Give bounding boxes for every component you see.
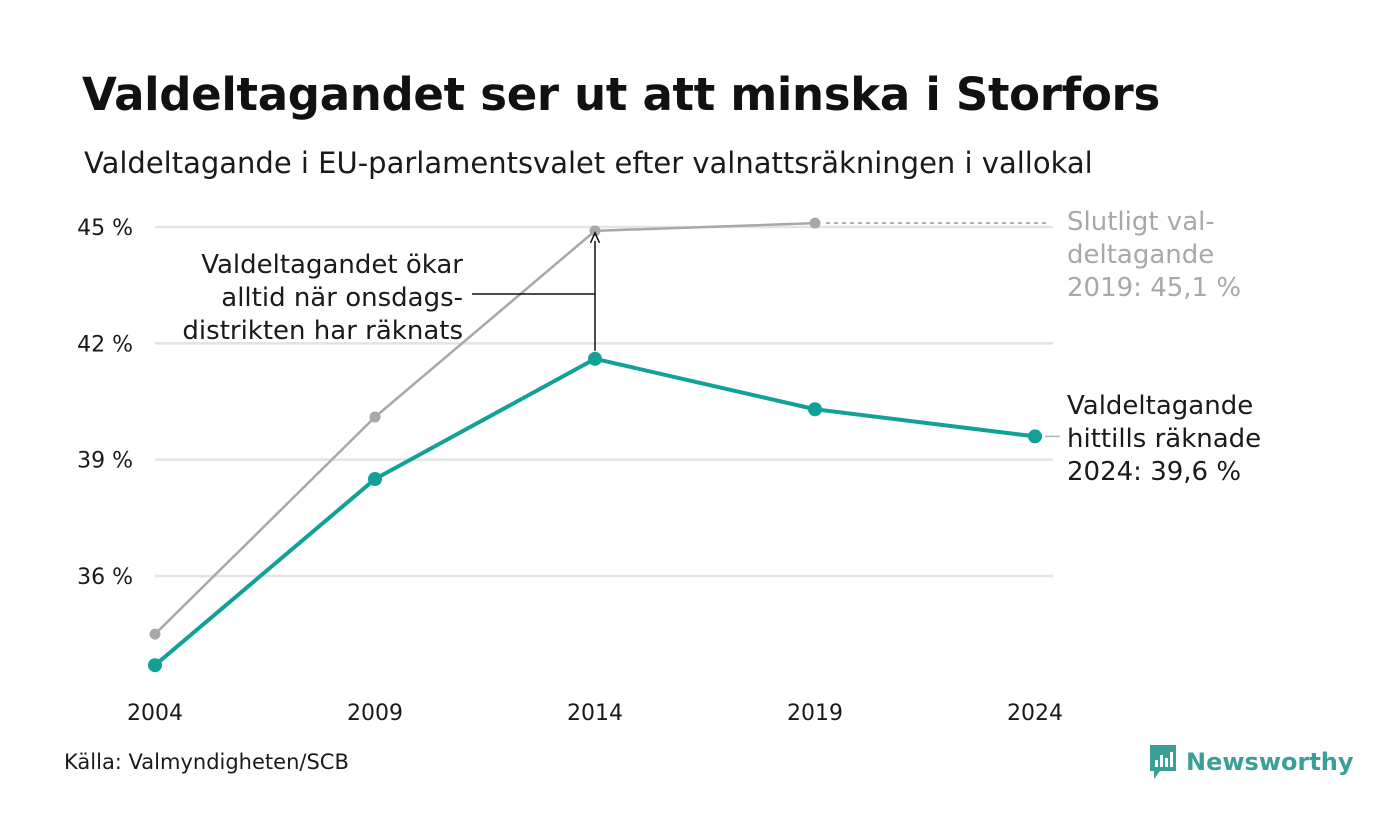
data-point-final xyxy=(589,225,601,237)
annotation-line: hittills räknade xyxy=(1067,424,1261,454)
x-axis-ticks: 2004 2009 2014 2019 2024 xyxy=(127,701,1063,726)
gap-arrow-head xyxy=(589,231,601,244)
annotation-line: distrikten har räknats xyxy=(182,316,463,346)
annotation-line: Valdeltagandet ökar xyxy=(201,250,463,280)
annotation-line: 2024: 39,6 % xyxy=(1067,457,1241,487)
data-point-final xyxy=(809,217,821,229)
annotation-line: Valdeltagande xyxy=(1067,391,1253,421)
data-point-counted xyxy=(368,472,382,487)
annotation-line: Slutligt val- xyxy=(1067,207,1215,237)
final-value-annotation: Slutligt val-deltagande 2019: 45,1 % xyxy=(1067,207,1241,303)
newsworthy-logo-icon xyxy=(1150,745,1176,779)
counted-value-annotation: Valdeltagande hittills räknade 2024: 39,6 … xyxy=(1067,391,1261,487)
chart-subtitle: Valdeltagande i EU-parlamentsvalet efter… xyxy=(84,146,1093,180)
brand-name: Newsworthy xyxy=(1186,748,1354,776)
x-tick-label: 2024 xyxy=(1007,701,1063,726)
data-point-counted xyxy=(588,351,602,366)
y-tick-label: 45 % xyxy=(77,216,133,241)
series-line-final xyxy=(153,221,817,636)
data-point-counted xyxy=(808,402,822,417)
gap-annotation: Valdeltagandet ökar alltid när onsdags-di… xyxy=(182,250,463,346)
x-tick-label: 2009 xyxy=(347,701,403,726)
data-point-counted xyxy=(148,658,162,673)
annotation-line: alltid när onsdags- xyxy=(221,283,463,313)
data-point-counted xyxy=(1028,429,1042,444)
y-tick-label: 36 % xyxy=(77,565,133,590)
y-axis-ticks: 36 % 39 % 42 % 45 % xyxy=(77,216,133,590)
annotation-line: 2019: 45,1 % xyxy=(1067,273,1241,303)
data-point-final xyxy=(369,411,381,423)
x-tick-label: 2004 xyxy=(127,701,183,726)
x-tick-label: 2014 xyxy=(567,701,623,726)
data-point-final xyxy=(149,628,161,640)
annotations: Slutligt val-deltagande 2019: 45,1 % Valde… xyxy=(182,207,1261,487)
brand-logo: Newsworthy xyxy=(1148,742,1354,782)
gridlines xyxy=(155,225,1053,578)
annotation-line: deltagande xyxy=(1067,240,1214,270)
x-tick-label: 2019 xyxy=(787,701,843,726)
series-points xyxy=(148,217,1042,673)
y-tick-label: 42 % xyxy=(77,332,133,357)
series-line-counted xyxy=(153,356,1037,668)
source-note: Källa: Valmyndigheten/SCB xyxy=(64,750,349,774)
y-tick-label: 39 % xyxy=(77,449,133,474)
chart-title: Valdeltagandet ser ut att minska i Storf… xyxy=(82,68,1160,121)
